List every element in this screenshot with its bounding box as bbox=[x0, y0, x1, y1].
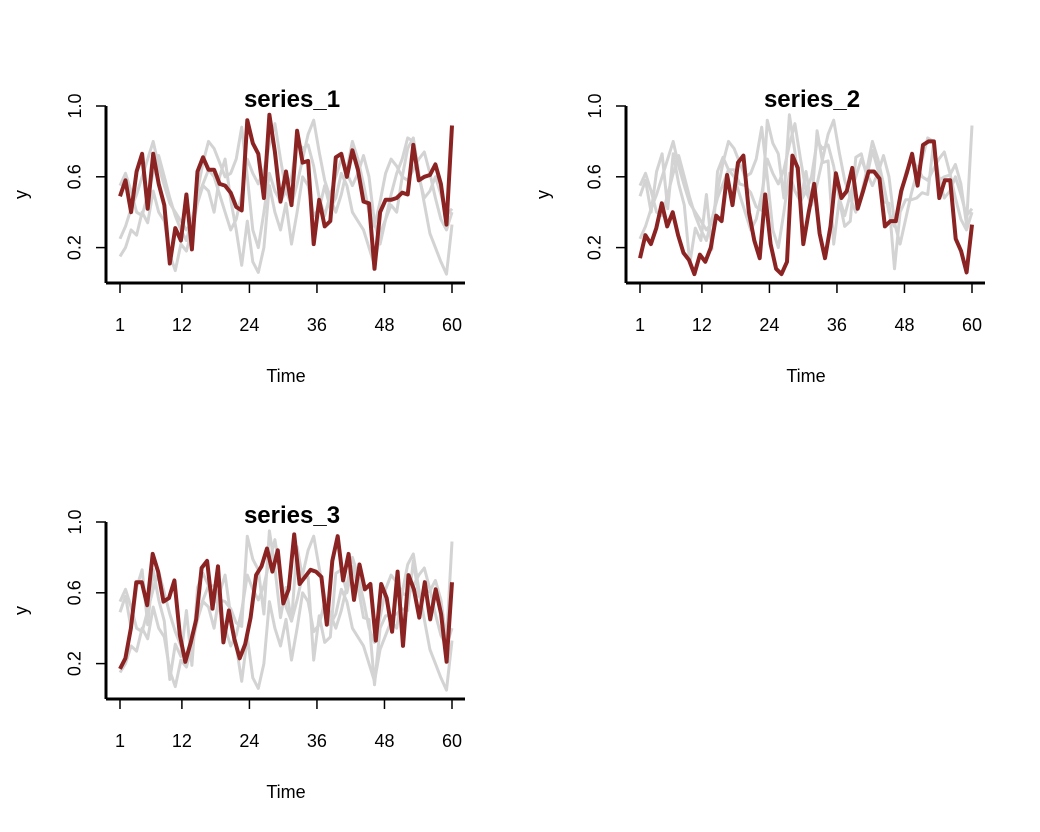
chart-panel-2: 0.2 0.6 1.0 1 12 24 36 48 60 series_2 Time y bbox=[533, 86, 985, 386]
x-tick-label: 1 bbox=[635, 315, 645, 335]
x-tick-label: 12 bbox=[692, 315, 712, 335]
y-tick-label: 1.0 bbox=[65, 509, 85, 534]
chart-panel-1: 0.2 0.6 1.0 1 12 24 36 48 60 series_1 Time y bbox=[11, 86, 465, 386]
x-tick-label: 60 bbox=[442, 731, 462, 751]
y-tick-label: 1.0 bbox=[65, 93, 85, 118]
x-tick-label: 1 bbox=[115, 731, 125, 751]
chart-title: series_3 bbox=[244, 502, 340, 529]
chart-title: series_1 bbox=[244, 86, 340, 113]
highlight-series-line bbox=[118, 112, 454, 271]
x-axis-label: Time bbox=[786, 366, 825, 386]
x-tick-label: 48 bbox=[374, 731, 394, 751]
background-series-line bbox=[638, 113, 974, 271]
background-series-line bbox=[118, 118, 454, 242]
y-tick-label: 0.2 bbox=[65, 235, 85, 260]
x-tick-label: 60 bbox=[442, 315, 462, 335]
background-series-line bbox=[118, 529, 454, 687]
y-axis-label: y bbox=[11, 190, 31, 199]
y-tick-label: 0.6 bbox=[585, 164, 605, 189]
highlight-series-line bbox=[638, 139, 974, 277]
background-series-line bbox=[638, 118, 974, 242]
y-tick-label: 0.6 bbox=[65, 580, 85, 605]
x-tick-label: 24 bbox=[239, 315, 259, 335]
x-axis-label: Time bbox=[266, 366, 305, 386]
highlight-series-line bbox=[118, 532, 454, 670]
y-axis-label: y bbox=[533, 190, 553, 199]
x-tick-label: 48 bbox=[374, 315, 394, 335]
x-tick-label: 60 bbox=[962, 315, 982, 335]
y-tick-label: 0.2 bbox=[585, 235, 605, 260]
x-tick-label: 48 bbox=[894, 315, 914, 335]
x-axis-label: Time bbox=[266, 782, 305, 802]
x-tick-label: 1 bbox=[115, 315, 125, 335]
chart-panel-3: 0.2 0.6 1.0 1 12 24 36 48 60 series_3 Time y bbox=[11, 502, 465, 802]
x-tick-label: 36 bbox=[827, 315, 847, 335]
y-tick-label: 0.6 bbox=[65, 164, 85, 189]
y-axis-label: y bbox=[11, 606, 31, 615]
background-series-line bbox=[118, 136, 454, 276]
x-tick-label: 36 bbox=[307, 315, 327, 335]
x-tick-label: 24 bbox=[759, 315, 779, 335]
background-series-line bbox=[118, 552, 454, 692]
y-tick-label: 0.2 bbox=[65, 651, 85, 676]
x-tick-label: 36 bbox=[307, 731, 327, 751]
chart-title: series_2 bbox=[764, 86, 860, 113]
x-tick-label: 12 bbox=[172, 731, 192, 751]
x-tick-label: 12 bbox=[172, 315, 192, 335]
y-tick-label: 1.0 bbox=[585, 93, 605, 118]
x-tick-label: 24 bbox=[239, 731, 259, 751]
